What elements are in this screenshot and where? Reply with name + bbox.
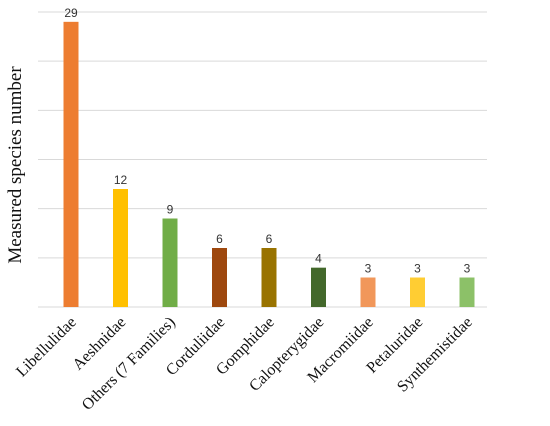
data-label: 3	[365, 262, 372, 276]
gridlines	[38, 11, 487, 308]
y-axis-title: Measured species number	[5, 66, 26, 264]
data-label: 4	[315, 252, 322, 266]
data-label: 6	[266, 232, 273, 246]
data-label: 9	[167, 203, 174, 217]
data-label: 12	[114, 173, 128, 187]
data-label: 3	[414, 262, 421, 276]
bar	[311, 267, 326, 307]
bar	[212, 248, 227, 307]
bar	[410, 277, 425, 307]
bar	[162, 218, 178, 307]
data-label: 3	[464, 262, 471, 276]
bar	[63, 21, 79, 307]
data-label: 29	[64, 6, 78, 20]
bar	[261, 248, 277, 307]
data-labels: 29 12 9 6 6 4 3 3 3	[64, 6, 470, 276]
x-tick-label: Others (7 Families)	[79, 314, 179, 414]
bar	[459, 277, 475, 307]
bar	[360, 277, 376, 307]
bars	[63, 21, 475, 307]
data-label: 6	[216, 232, 223, 246]
bar	[113, 189, 128, 307]
x-tick-label: Libellulidae	[13, 314, 80, 381]
